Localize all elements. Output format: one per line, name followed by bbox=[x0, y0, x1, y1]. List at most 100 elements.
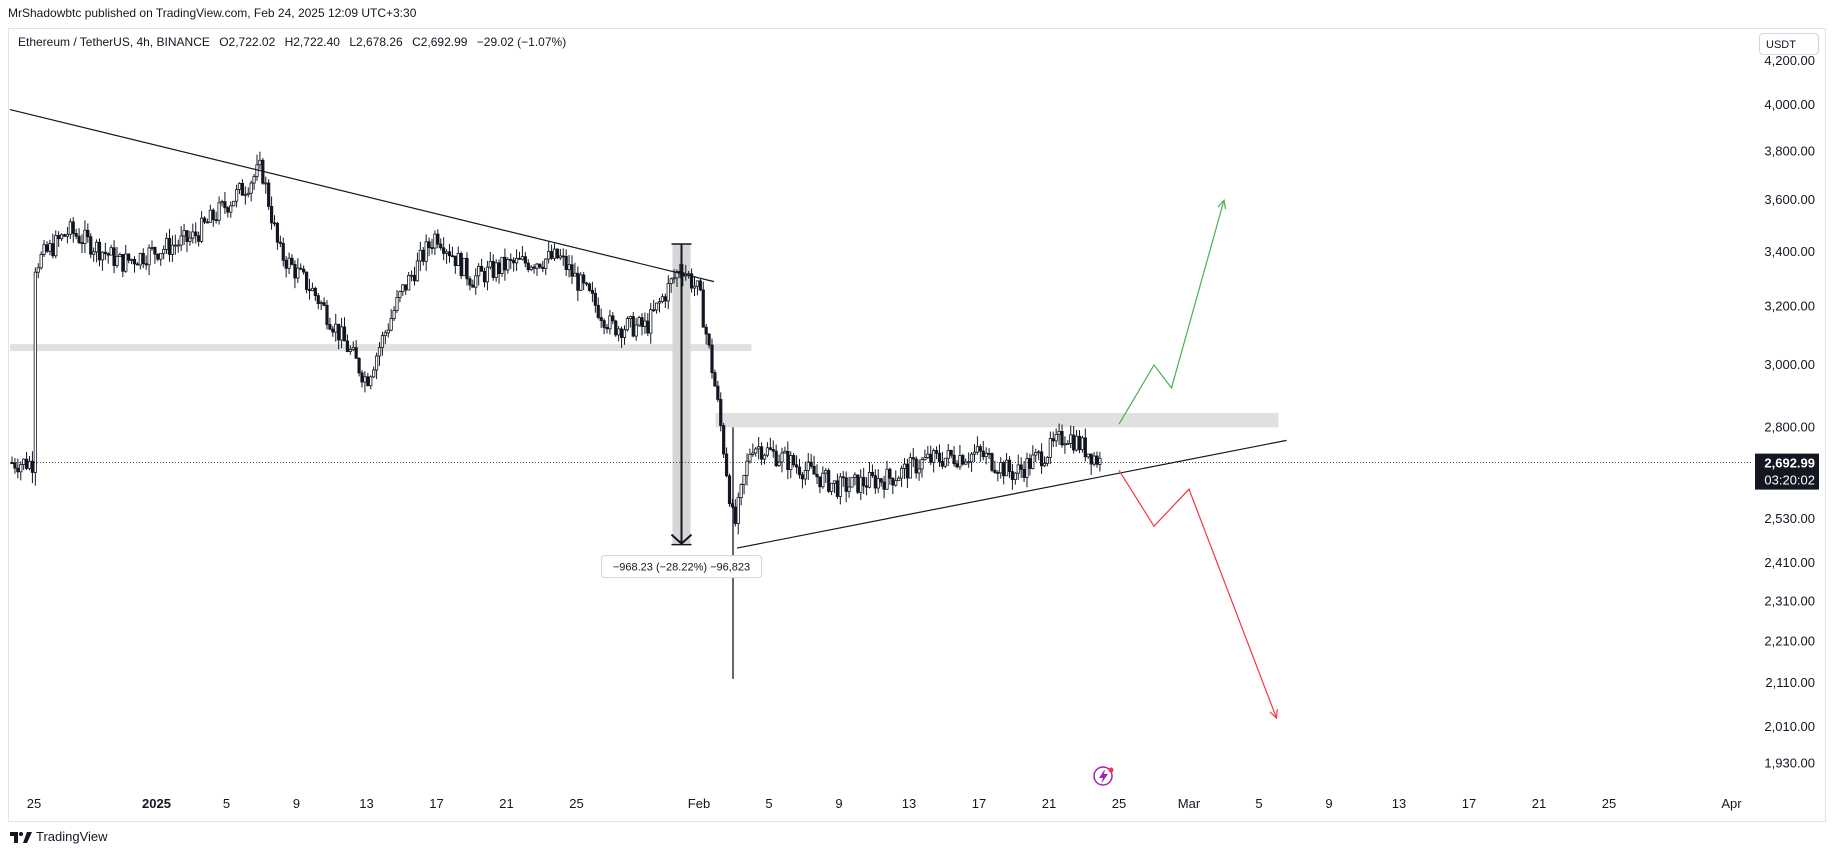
candle bbox=[544, 258, 548, 276]
candle bbox=[567, 254, 571, 278]
candle bbox=[246, 187, 250, 198]
candle-body bbox=[19, 464, 23, 473]
candle bbox=[424, 234, 428, 271]
candle bbox=[514, 249, 519, 271]
candle-body bbox=[100, 251, 105, 261]
candle bbox=[955, 459, 959, 469]
candle bbox=[39, 251, 43, 270]
candle bbox=[862, 467, 866, 495]
lightning-icon bbox=[1093, 766, 1114, 786]
candle bbox=[281, 237, 285, 267]
price-tick-label: 2,800.00 bbox=[1764, 419, 1815, 434]
candle-body bbox=[240, 182, 245, 196]
candle bbox=[124, 244, 128, 273]
candle-body bbox=[479, 265, 484, 272]
candle-body bbox=[118, 254, 122, 257]
candle-body bbox=[112, 247, 116, 266]
candle-body bbox=[132, 258, 137, 265]
candle-body bbox=[74, 233, 78, 237]
candle bbox=[614, 319, 618, 337]
candle bbox=[1063, 436, 1067, 454]
candle-body bbox=[1045, 457, 1050, 464]
candle-body bbox=[1077, 435, 1082, 451]
candle-body bbox=[765, 447, 770, 456]
candle bbox=[812, 455, 816, 475]
candle bbox=[564, 249, 568, 276]
candle bbox=[205, 218, 210, 224]
candle-body bbox=[704, 326, 708, 335]
candle bbox=[164, 232, 169, 255]
candle bbox=[1095, 451, 1099, 468]
candle-body bbox=[474, 275, 478, 288]
candle bbox=[322, 297, 326, 307]
legend-close: C2,692.99 bbox=[412, 35, 468, 49]
candle bbox=[479, 258, 484, 272]
candle bbox=[135, 262, 140, 266]
candle-body bbox=[398, 291, 402, 298]
candle bbox=[302, 265, 306, 275]
candle-body bbox=[10, 462, 14, 465]
candle bbox=[520, 246, 525, 261]
chart-frame bbox=[8, 28, 1826, 822]
candle bbox=[1002, 460, 1006, 485]
candle bbox=[996, 470, 1000, 482]
candle-body bbox=[162, 249, 166, 254]
candle-body bbox=[722, 425, 726, 455]
candle bbox=[698, 278, 702, 292]
candle-body bbox=[334, 323, 338, 333]
candle bbox=[296, 258, 300, 283]
candle bbox=[170, 235, 175, 262]
candle bbox=[549, 244, 554, 260]
candle bbox=[237, 182, 242, 194]
price-tick-label: 2,010.00 bbox=[1764, 719, 1815, 734]
candle bbox=[348, 345, 352, 355]
candle bbox=[512, 257, 516, 272]
currency-button[interactable]: USDT bbox=[1759, 33, 1819, 55]
candle bbox=[497, 259, 501, 284]
candle bbox=[786, 441, 790, 480]
legend-symbol[interactable]: Ethereum / TetherUS, 4h, BINANCE bbox=[18, 35, 210, 49]
candle bbox=[482, 267, 487, 288]
candle bbox=[622, 325, 627, 345]
candle-body bbox=[739, 484, 743, 498]
candle bbox=[252, 174, 256, 190]
price-tick-label: 2,210.00 bbox=[1764, 633, 1815, 648]
candle bbox=[797, 458, 802, 479]
candle bbox=[1042, 456, 1047, 468]
candle bbox=[832, 480, 837, 493]
candle bbox=[45, 241, 49, 253]
candle bbox=[774, 444, 778, 468]
candle bbox=[961, 453, 965, 466]
candle bbox=[969, 452, 974, 473]
candle bbox=[611, 312, 615, 325]
candle-body bbox=[36, 267, 40, 273]
candle-body bbox=[258, 159, 262, 166]
candle-body bbox=[1054, 433, 1058, 442]
candle-body bbox=[424, 241, 428, 262]
candle-body bbox=[827, 470, 831, 492]
candle bbox=[975, 436, 980, 455]
footer-brand[interactable]: TradingView bbox=[36, 829, 108, 844]
candle bbox=[1098, 451, 1102, 472]
candle-body bbox=[1019, 464, 1023, 470]
candle-body bbox=[643, 320, 647, 327]
ascending-trendline bbox=[736, 439, 1287, 549]
candle-body bbox=[602, 320, 606, 328]
candle-body bbox=[1089, 453, 1093, 465]
candle bbox=[894, 470, 898, 487]
candle bbox=[339, 317, 344, 349]
candle-body bbox=[835, 480, 840, 497]
candle-body bbox=[666, 283, 670, 302]
candle-body bbox=[579, 274, 583, 291]
candle bbox=[809, 453, 813, 469]
candle-body bbox=[229, 205, 233, 213]
candle bbox=[829, 482, 834, 496]
candle-body bbox=[153, 247, 157, 255]
candle-body bbox=[503, 256, 507, 271]
candle-body bbox=[1028, 458, 1032, 469]
candle bbox=[707, 333, 711, 349]
candle-body bbox=[392, 310, 396, 319]
candle-body bbox=[1042, 462, 1047, 467]
candle-body bbox=[412, 274, 417, 282]
